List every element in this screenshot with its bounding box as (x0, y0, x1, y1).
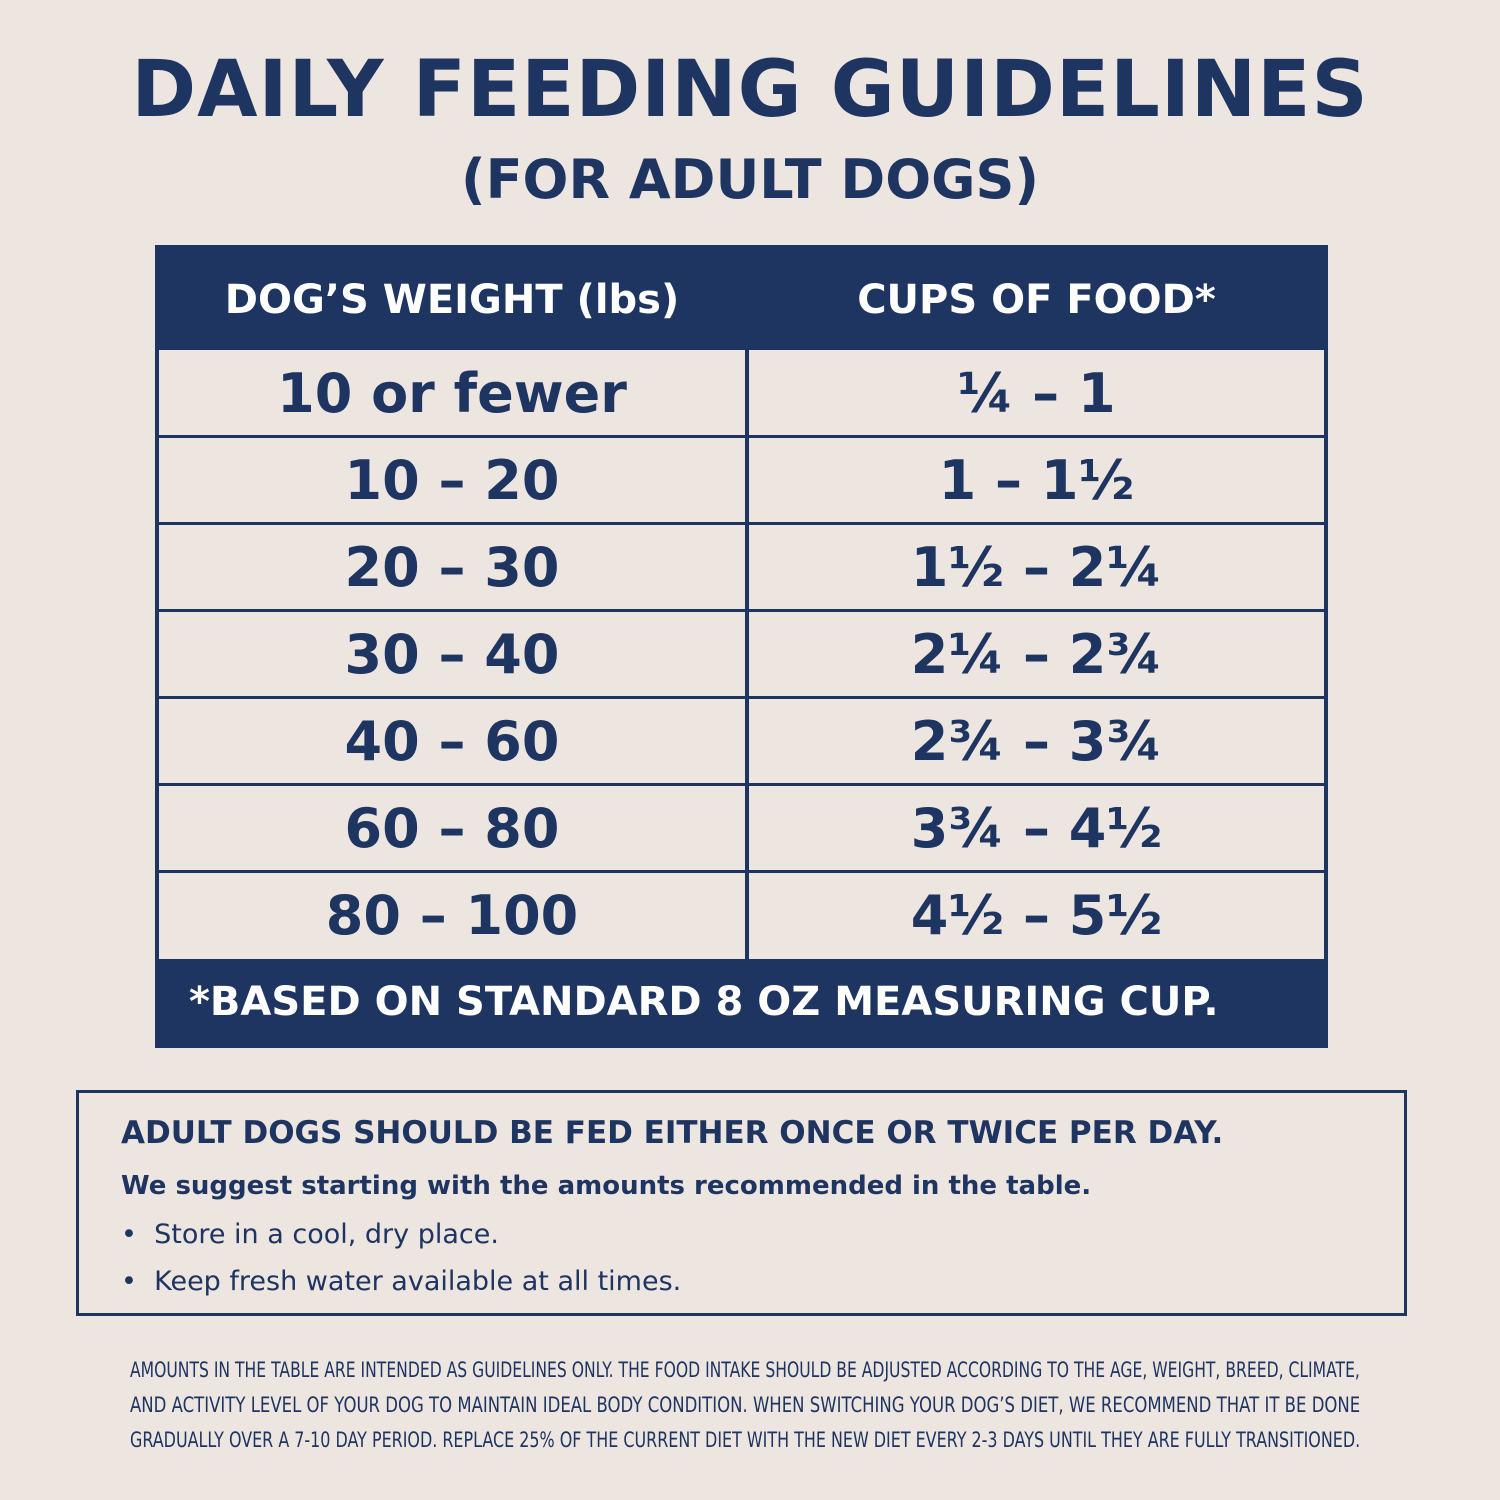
bullet-text: Keep fresh water available at all times. (154, 1266, 682, 1297)
weight-cell: 30 – 40 (344, 622, 560, 686)
subtitle: (FOR ADULT DOGS) (460, 148, 1040, 211)
column-divider (745, 249, 749, 959)
disclaimer-line: AND ACTIVITY LEVEL OF YOUR DOG TO MAINTA… (130, 1393, 1361, 1417)
weight-cell: 10 or fewer (277, 361, 627, 425)
bullet-item: • Store in a cool, dry place. (121, 1219, 499, 1250)
feeding-table: DOG’S WEIGHT (lbs) CUPS OF FOOD* *BASED … (155, 245, 1328, 1048)
row-divider (159, 609, 1324, 612)
column-header: DOG’S WEIGHT (lbs) (159, 249, 745, 350)
notes-subheading: We suggest starting with the amounts rec… (121, 1171, 1092, 1201)
row-divider (159, 522, 1324, 525)
row-divider (159, 870, 1324, 873)
row-divider (159, 696, 1324, 699)
cups-cell: 1½ – 2¼ (910, 535, 1163, 599)
table-footnote: *BASED ON STANDARD 8 OZ MEASURING CUP. (159, 959, 1324, 1044)
weight-cell: 20 – 30 (344, 535, 560, 599)
weight-cell: 60 – 80 (344, 796, 560, 860)
weight-cell: 80 – 100 (325, 883, 579, 947)
row-divider (159, 435, 1324, 438)
cups-cell: 4½ – 5½ (910, 883, 1163, 947)
disclaimer-line: GRADUALLY OVER A 7-10 DAY PERIOD. REPLAC… (130, 1428, 1361, 1452)
weight-cell: 40 – 60 (344, 709, 560, 773)
row-divider (159, 783, 1324, 786)
cups-cell: 2¾ – 3¾ (910, 709, 1163, 773)
bullet-text: Store in a cool, dry place. (154, 1219, 499, 1250)
cups-cell: 1 – 1½ (938, 448, 1135, 512)
disclaimer-line: AMOUNTS IN THE TABLE ARE INTENDED AS GUI… (130, 1358, 1360, 1382)
notes-box: ADULT DOGS SHOULD BE FED EITHER ONCE OR … (76, 1090, 1407, 1316)
notes-heading: ADULT DOGS SHOULD BE FED EITHER ONCE OR … (121, 1115, 1224, 1151)
cups-cell: ¼ – 1 (957, 361, 1116, 425)
bullet-item: • Keep fresh water available at all time… (121, 1266, 682, 1297)
column-header: CUPS OF FOOD* (749, 249, 1324, 350)
cups-cell: 2¼ – 2¾ (910, 622, 1163, 686)
cups-cell: 3¾ – 4½ (910, 796, 1163, 860)
weight-cell: 10 – 20 (344, 448, 560, 512)
title: DAILY FEEDING GUIDELINES (131, 45, 1369, 135)
